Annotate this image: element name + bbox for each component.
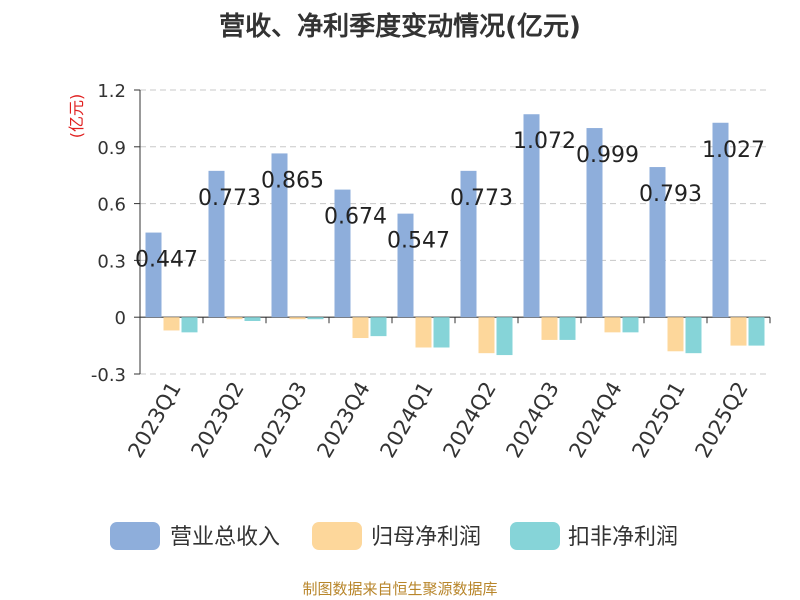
data-label: 0.865: [261, 168, 324, 193]
legend-item-营业总收入: 营业总收入: [110, 522, 280, 550]
x-tick-label: 2025Q1: [627, 378, 689, 462]
legend-label: 营业总收入: [170, 525, 280, 550]
bar-归母净利润-2023Q1: [163, 317, 180, 331]
bar-归母净利润-2024Q2: [478, 317, 495, 354]
x-tick-label: 2024Q4: [564, 378, 626, 462]
y-tick-label: 0: [115, 308, 126, 329]
bar-扣非净利润-2024Q2: [496, 317, 513, 356]
data-label: 0.793: [639, 182, 702, 207]
y-axis-label: (亿元): [67, 94, 86, 139]
bar-扣非净利润-2024Q1: [433, 317, 450, 348]
bar-营业总收入-2023Q3: [271, 153, 288, 318]
x-tick-label: 2024Q2: [438, 378, 500, 462]
bar-layer: [145, 114, 765, 356]
data-label: 0.447: [135, 248, 198, 273]
data-label: 1.072: [513, 129, 576, 154]
bar-归母净利润-2023Q2: [226, 317, 243, 320]
x-tick-label: 2023Q3: [249, 378, 311, 462]
bar-营业总收入-2023Q2: [208, 170, 225, 318]
bar-扣非净利润-2023Q1: [181, 317, 198, 333]
bar-扣非净利润-2025Q1: [685, 317, 702, 354]
bar-营业总收入-2024Q1: [397, 213, 414, 318]
x-tick-label: 2023Q2: [186, 378, 248, 462]
data-source-note: 制图数据来自恒生聚源数据库: [302, 580, 498, 598]
data-label: 0.547: [387, 229, 450, 254]
legend-label: 扣非净利润: [568, 525, 678, 550]
data-label: 1.027: [702, 138, 765, 163]
bar-营业总收入-2025Q2: [712, 122, 729, 318]
label-layer: 0.4470.7730.8650.6740.5470.7731.0720.999…: [135, 129, 765, 272]
bar-营业总收入-2024Q3: [523, 114, 540, 318]
bar-扣非净利润-2024Q3: [559, 317, 576, 340]
legend: 营业总收入 归母净利润 扣非净利润: [110, 522, 678, 550]
data-label: 0.674: [324, 205, 387, 230]
bar-归母净利润-2024Q4: [604, 317, 621, 333]
bar-归母净利润-2025Q2: [730, 317, 747, 346]
bar-扣非净利润-2023Q2: [244, 317, 261, 321]
y-tick-label: 0.3: [97, 251, 126, 272]
chart-title: 营收、净利季度变动情况(亿元): [219, 12, 581, 42]
bar-营业总收入-2023Q4: [334, 189, 351, 318]
y-tick-label: 0.9: [97, 138, 126, 159]
y-tick-label: -0.3: [91, 365, 126, 386]
data-label: 0.999: [576, 143, 639, 168]
x-tick-label: 2023Q1: [123, 378, 185, 462]
bar-归母净利润-2024Q3: [541, 317, 558, 340]
bar-营业总收入-2024Q2: [460, 170, 477, 318]
bar-扣非净利润-2025Q2: [748, 317, 765, 346]
legend-label: 归母净利润: [371, 525, 481, 550]
bar-扣非净利润-2023Q3: [307, 317, 324, 320]
y-tick-label: 0.6: [97, 195, 126, 216]
bar-营业总收入-2023Q1: [145, 232, 162, 318]
data-label: 0.773: [198, 186, 261, 211]
x-tick-label: 2023Q4: [312, 378, 374, 462]
bar-营业总收入-2024Q4: [586, 128, 603, 318]
bar-归母净利润-2025Q1: [667, 317, 684, 352]
x-tick-label: 2024Q1: [375, 378, 437, 462]
legend-swatch: [110, 522, 160, 550]
bar-归母净利润-2024Q1: [415, 317, 432, 348]
y-tick-label: 1.2: [97, 81, 126, 102]
legend-item-扣非净利润: 扣非净利润: [510, 522, 678, 550]
bar-营业总收入-2025Q1: [649, 167, 666, 318]
legend-item-归母净利润: 归母净利润: [312, 522, 481, 550]
bar-扣非净利润-2024Q4: [622, 317, 639, 333]
legend-swatch: [312, 522, 362, 550]
legend-swatch: [510, 522, 560, 550]
bar-归母净利润-2023Q3: [289, 317, 306, 320]
bar-归母净利润-2023Q4: [352, 317, 369, 339]
data-label: 0.773: [450, 186, 513, 211]
x-tick-label: 2025Q2: [690, 378, 752, 462]
bar-扣非净利润-2023Q4: [370, 317, 387, 337]
x-tick-label: 2024Q3: [501, 378, 563, 462]
